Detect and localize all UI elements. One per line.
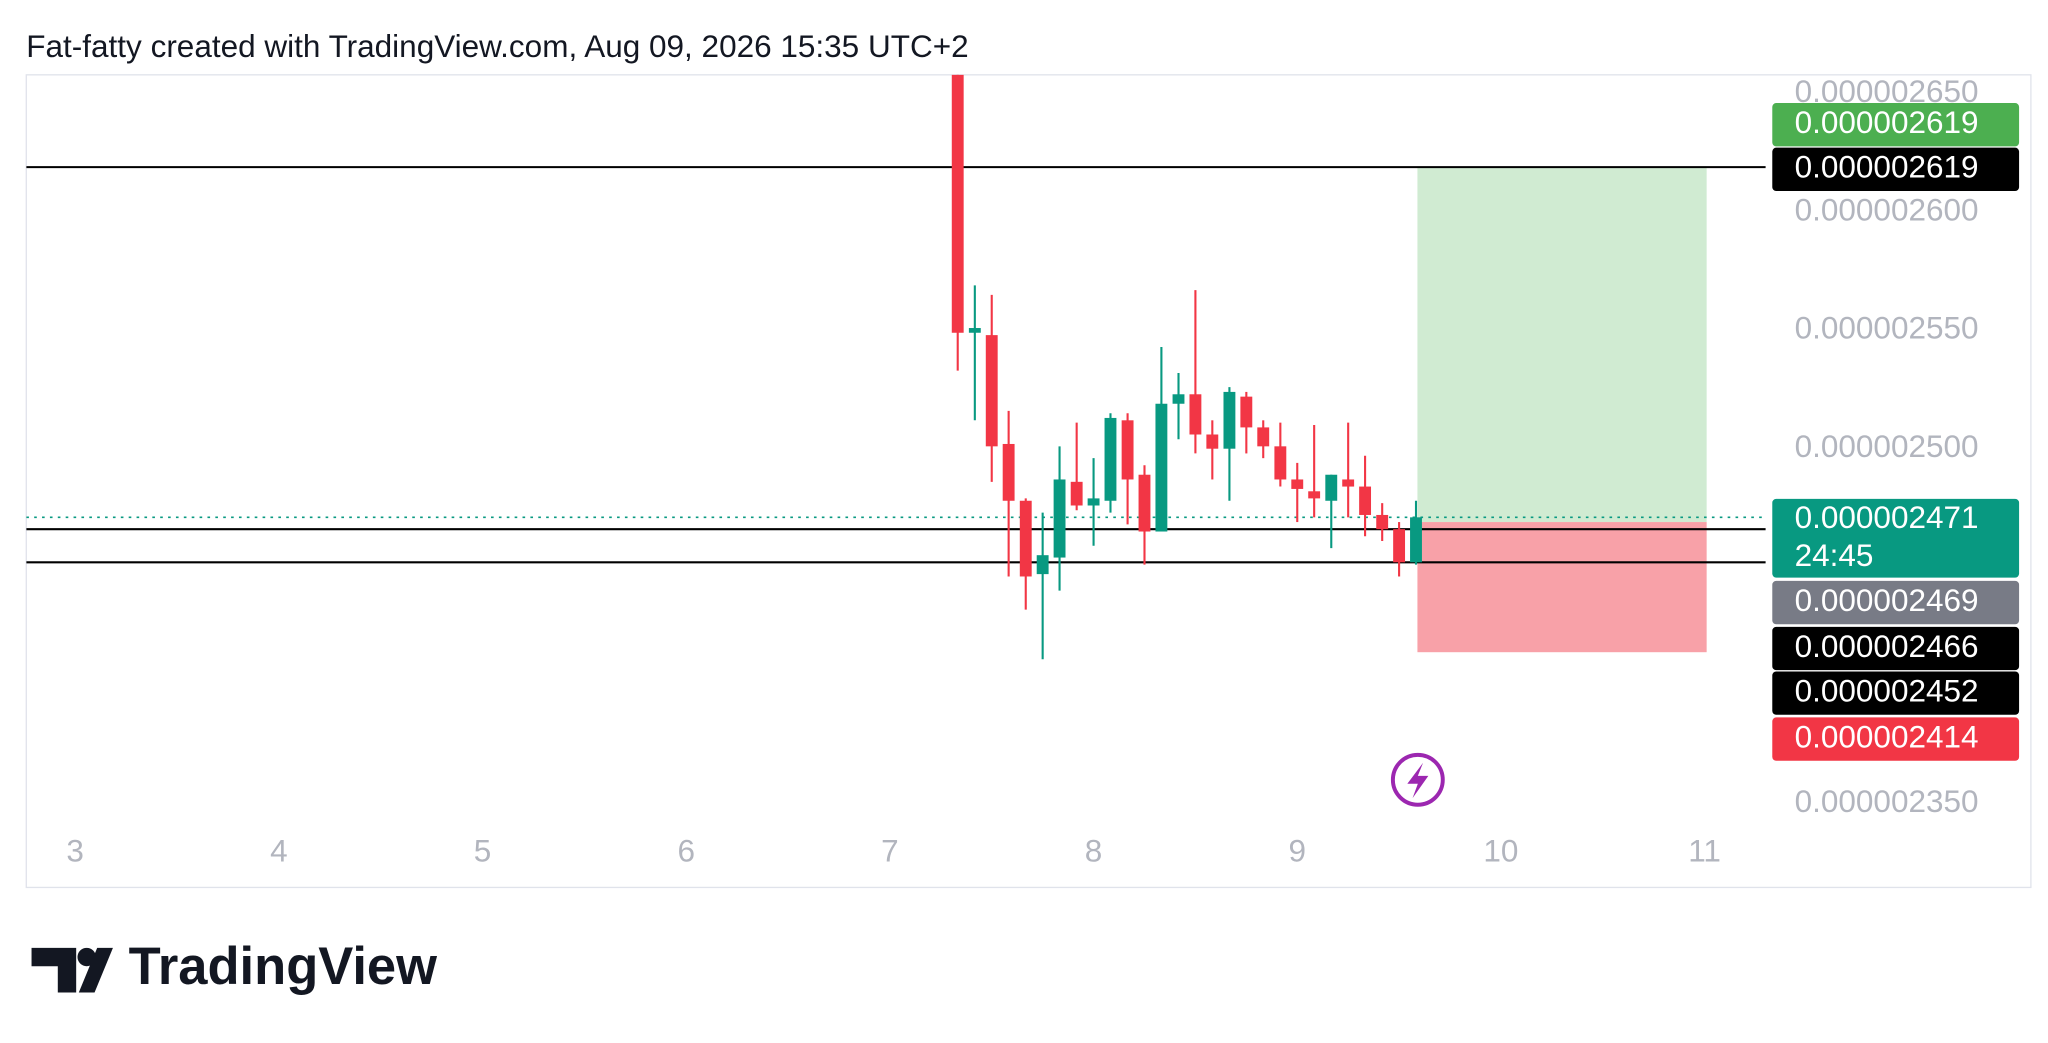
- candle-body: [1325, 474, 1338, 501]
- x-tick-label: 10: [1483, 833, 1518, 869]
- x-tick-label: 5: [474, 833, 492, 869]
- candle-body: [1189, 394, 1202, 435]
- candle-body: [1376, 514, 1389, 530]
- candle-body: [1359, 486, 1372, 515]
- y-tick-label: 0.000002350: [1795, 783, 1979, 819]
- candle-body: [1393, 529, 1406, 563]
- candle-body: [1121, 420, 1134, 480]
- candle-body: [1138, 474, 1151, 532]
- candle-body: [1206, 434, 1219, 449]
- candle-body: [1155, 403, 1168, 532]
- price-label: 0.000002471: [1795, 499, 1979, 535]
- x-tick-label: 8: [1085, 833, 1103, 869]
- price-label: 0.000002619: [1795, 104, 1979, 140]
- price-label-box: [1772, 498, 2020, 578]
- candle-body: [951, 74, 964, 333]
- candle-body: [1223, 391, 1236, 449]
- price-label: 0.000002466: [1795, 628, 1979, 664]
- lightning-icon: [1390, 752, 1445, 807]
- price-axis: 0.000002350 0.000002500 0.000002550 0.00000…: [1772, 73, 2020, 819]
- candle-body: [1053, 479, 1066, 558]
- x-tick-label: 6: [677, 833, 695, 869]
- price-label-box: [1772, 671, 2020, 715]
- candle-body: [1087, 498, 1100, 506]
- plot-area: [26, 74, 1766, 660]
- price-label: 0.000002452: [1795, 672, 1979, 708]
- candle-body: [1172, 394, 1185, 404]
- x-tick-label: 9: [1288, 833, 1306, 869]
- x-tick-label: 11: [1688, 833, 1721, 869]
- candle-body: [1104, 417, 1117, 501]
- candle-body: [1036, 555, 1049, 575]
- candle-body: [1240, 396, 1253, 428]
- candle-body: [985, 335, 998, 447]
- candle-body: [1342, 479, 1355, 487]
- candle-body: [1019, 500, 1032, 577]
- candle-body: [1070, 481, 1083, 506]
- profit-zone: [1417, 167, 1707, 523]
- price-label-box: [1772, 626, 2020, 671]
- price-label-box: [1772, 717, 2020, 761]
- header: Fat-fatty created with TradingView.com, …: [26, 28, 968, 64]
- price-label: 0.000002414: [1795, 718, 1979, 754]
- candle-body: [1308, 491, 1321, 499]
- candle-body: [1002, 443, 1015, 501]
- candle-body: [1257, 427, 1270, 447]
- chart-frame: [25, 74, 2032, 889]
- y-tick-label: 0.000002500: [1795, 428, 1979, 464]
- candle-body: [968, 328, 981, 333]
- price-label: 0.000002469: [1795, 582, 1979, 618]
- y-tick-label: 0.000002600: [1795, 191, 1979, 227]
- price-label: 0.000002619: [1795, 149, 1979, 185]
- price-label-box: [1772, 147, 2020, 192]
- price-label-box: [1772, 580, 2020, 625]
- x-tick-label: 4: [270, 833, 288, 869]
- x-tick-label: 3: [66, 833, 84, 869]
- loss-zone: [1417, 522, 1707, 653]
- countdown: 24:45: [1795, 537, 1874, 573]
- candle-body: [1410, 517, 1422, 563]
- logo: TradingView: [31, 937, 437, 996]
- y-tick-label: 0.000002550: [1795, 310, 1979, 346]
- candle-body: [1274, 446, 1287, 480]
- price-label-box: [1772, 103, 2020, 147]
- candle-body: [1291, 479, 1304, 489]
- logo-text: TradingView: [129, 937, 437, 996]
- x-tick-label: 7: [881, 833, 899, 869]
